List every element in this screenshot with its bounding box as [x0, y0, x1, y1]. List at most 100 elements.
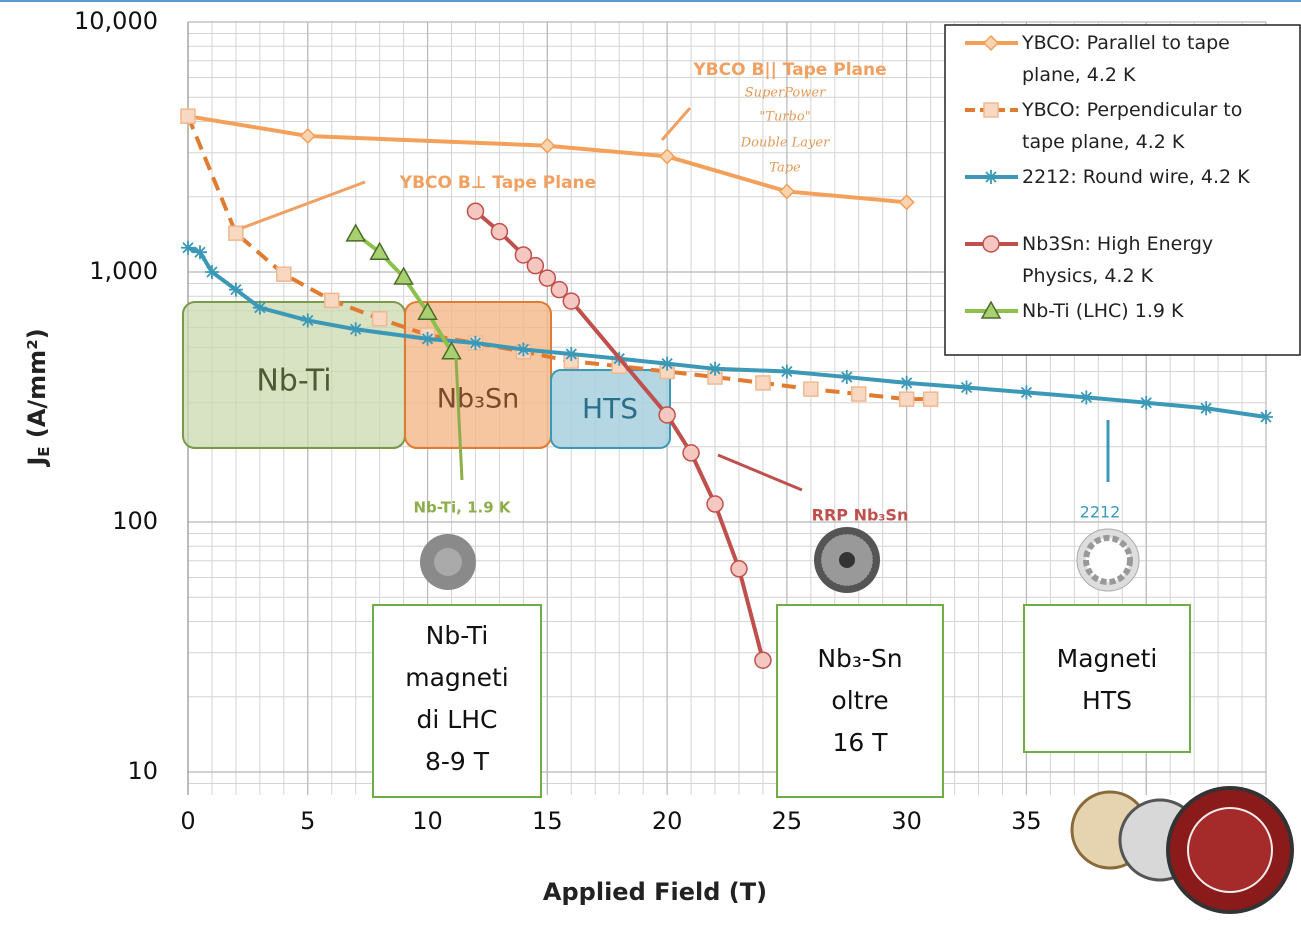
annotation: Nb-Ti, 1.9 K [413, 499, 511, 517]
marker [1019, 385, 1033, 399]
note-text: Nb-Ti [426, 621, 489, 650]
region-label: Nb-Ti [256, 364, 331, 399]
marker [301, 313, 315, 327]
note-text: Nb₃-Sn [817, 644, 902, 673]
x-axis-title: Applied Field (T) [543, 878, 767, 906]
y-tick-label: 1,000 [89, 257, 158, 285]
marker [683, 445, 699, 461]
marker [731, 561, 747, 577]
wire-image [839, 552, 855, 568]
annotation: YBCO B|| Tape Plane [692, 60, 886, 80]
marker [205, 265, 219, 279]
marker [1259, 410, 1273, 424]
marker [707, 496, 723, 512]
y-axis-title-part: E [35, 446, 53, 456]
marker [349, 322, 363, 336]
marker [984, 103, 998, 117]
marker [229, 226, 243, 240]
marker [540, 139, 554, 153]
note-text: 8-9 T [425, 747, 490, 776]
marker [983, 236, 999, 252]
marker [1079, 390, 1093, 404]
y-tick-label: 10,000 [74, 7, 158, 35]
marker [181, 241, 195, 255]
y-axis-title: JE (A/mm²) [23, 328, 53, 467]
marker [755, 652, 771, 668]
x-tick-label: 35 [1011, 807, 1042, 835]
marker [984, 170, 998, 184]
marker [468, 336, 482, 350]
x-tick-label: 0 [180, 807, 195, 835]
logo-part [1188, 808, 1272, 892]
marker [193, 245, 207, 259]
marker [277, 267, 291, 281]
wire-image [434, 548, 462, 576]
logo [1072, 788, 1292, 912]
marker [563, 293, 579, 309]
marker [325, 293, 339, 307]
marker [564, 347, 578, 361]
marker [852, 387, 866, 401]
marker [1199, 401, 1213, 415]
y-tick-label: 100 [112, 507, 158, 535]
marker [516, 342, 530, 356]
marker [253, 301, 267, 315]
marker [900, 376, 914, 390]
note-box [1024, 605, 1190, 752]
marker [347, 225, 365, 241]
x-tick-label: 15 [532, 807, 563, 835]
marker [924, 392, 938, 406]
note-text: HTS [1082, 686, 1132, 715]
annotation: SuperPower [745, 86, 826, 101]
marker [301, 129, 315, 143]
region [405, 302, 551, 448]
marker [181, 109, 195, 123]
marker [659, 407, 675, 423]
annotation: 2212 [1080, 503, 1121, 522]
marker [756, 376, 770, 390]
region-label: Nb₃Sn [437, 384, 519, 415]
arrow [718, 455, 802, 490]
marker [900, 195, 914, 209]
chart: 051015202530354045101001,00010,000 Nb-Ti… [0, 0, 1301, 943]
marker [900, 392, 914, 406]
x-tick-label: 30 [891, 807, 922, 835]
annotation: YBCO B⊥ Tape Plane [399, 173, 596, 193]
marker [491, 224, 507, 240]
marker [708, 362, 722, 376]
annotation: RRP Nb₃Sn [812, 506, 909, 525]
note-text: magneti [405, 663, 509, 692]
wire-image [1086, 538, 1130, 582]
note-text: Magneti [1057, 644, 1158, 673]
x-tick-label: 20 [652, 807, 683, 835]
x-tick-label: 10 [412, 807, 443, 835]
y-axis-title-part: (A/mm²) [23, 328, 51, 446]
marker [373, 312, 387, 326]
marker [1139, 396, 1153, 410]
region-label: HTS [582, 392, 638, 425]
marker [229, 283, 243, 297]
marker [421, 332, 435, 346]
marker [840, 370, 854, 384]
arrow [242, 182, 365, 228]
marker [804, 382, 818, 396]
legend-label: Nb-Ti (LHC) 1.9 K [1022, 300, 1184, 322]
marker [660, 149, 674, 163]
y-axis-title-part: J [23, 457, 51, 468]
marker [467, 203, 483, 219]
y-tick-label: 10 [127, 757, 158, 785]
marker [527, 258, 543, 274]
legend-label: 2212: Round wire, 4.2 K [1022, 166, 1250, 188]
x-tick-label: 25 [772, 807, 803, 835]
marker [960, 381, 974, 395]
note-text: oltre [831, 686, 888, 715]
arrow [662, 108, 690, 140]
annotation: Double Layer [740, 136, 830, 151]
note-text: 16 T [832, 728, 888, 757]
marker [660, 357, 674, 371]
annotation: Tape [769, 161, 801, 176]
annotation: "Turbo" [759, 110, 810, 125]
note-text: di LHC [417, 705, 498, 734]
marker [780, 364, 794, 378]
x-tick-label: 5 [300, 807, 315, 835]
